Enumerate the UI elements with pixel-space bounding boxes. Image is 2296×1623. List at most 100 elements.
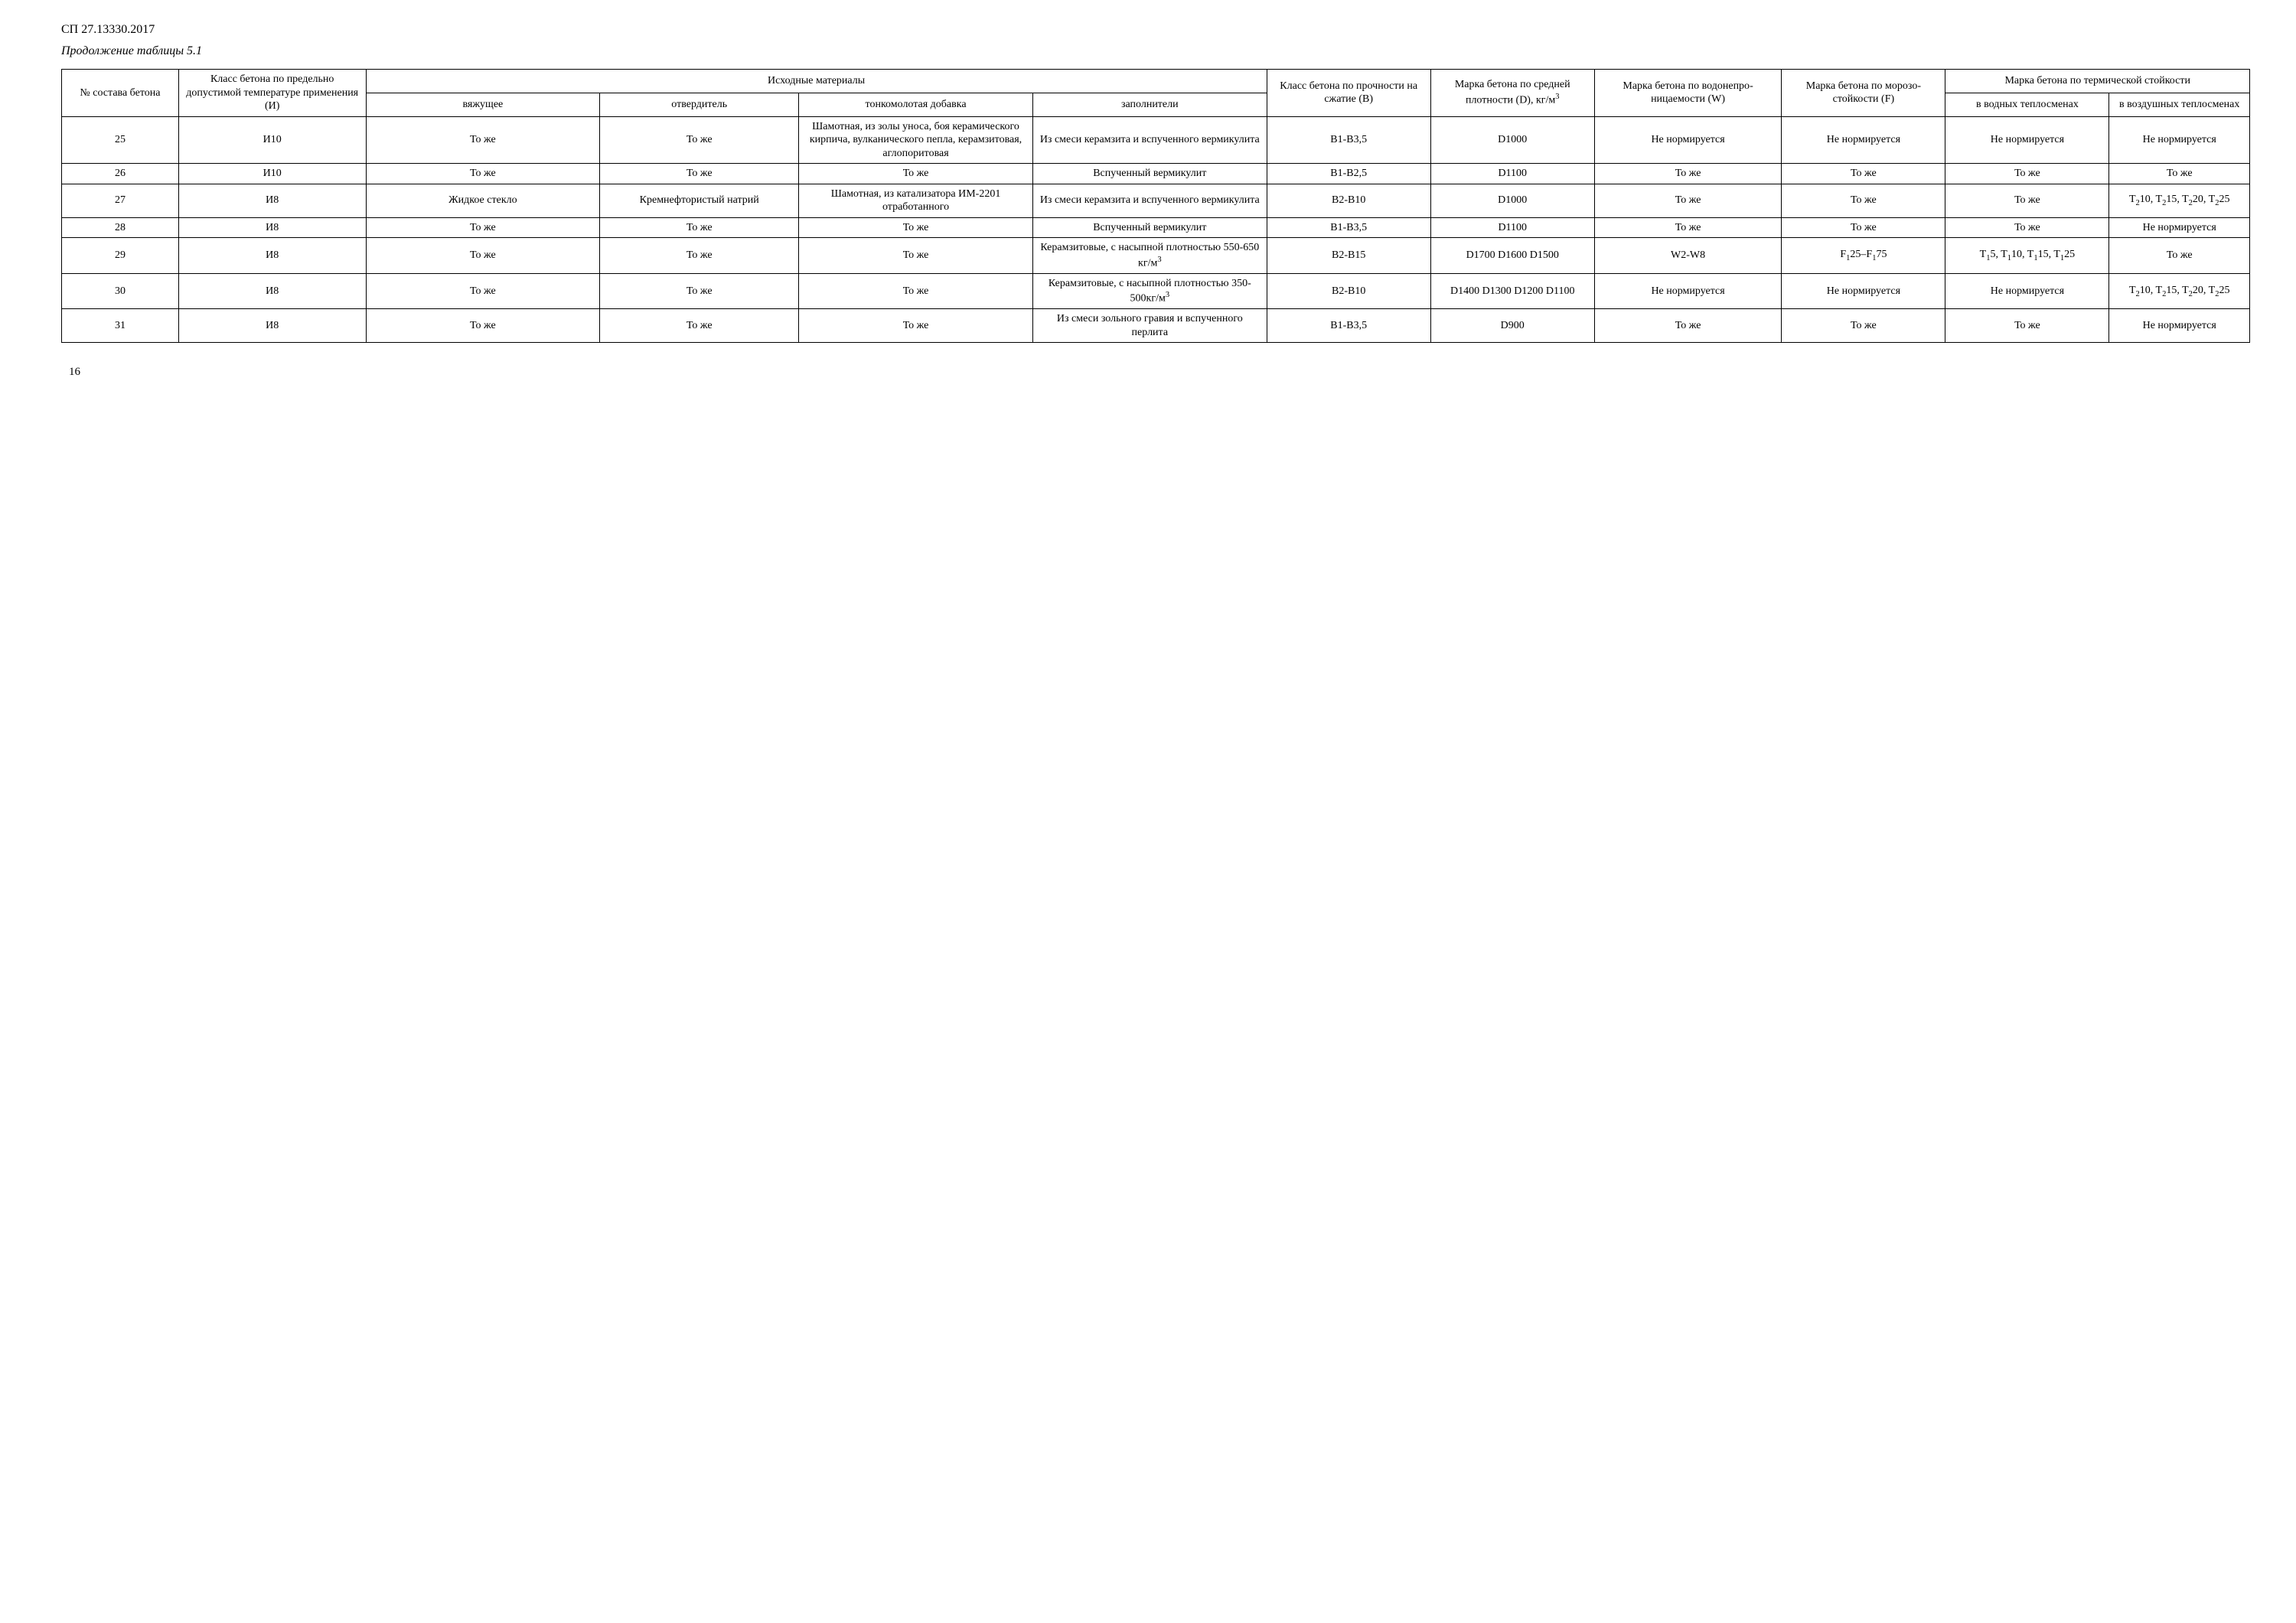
table-cell: Вспученный вермикулит: [1032, 217, 1267, 238]
table-cell: То же: [799, 238, 1033, 274]
table-cell: То же: [600, 116, 799, 164]
table-cell: В2-В10: [1267, 273, 1430, 309]
table-cell: То же: [2109, 238, 2250, 274]
table-cell: И8: [178, 184, 366, 217]
table-cell: В2-В10: [1267, 184, 1430, 217]
table-cell: Керамзитовые, с насыпной плотностью 550-…: [1032, 238, 1267, 274]
table-cell: И8: [178, 217, 366, 238]
table-cell: И10: [178, 164, 366, 184]
table-cell: То же: [1594, 217, 1782, 238]
table-row: 29И8То жеТо жеТо жеКерамзитовые, с насып…: [62, 238, 2250, 274]
table-cell: Не норми­руется: [1782, 116, 1945, 164]
table-cell: Кремнефтори­стый натрий: [600, 184, 799, 217]
table-cell: D1100: [1430, 164, 1594, 184]
table-cell: Не норми­руется: [1594, 116, 1782, 164]
table-cell: D1000: [1430, 116, 1594, 164]
table-cell: 25: [62, 116, 179, 164]
table-cell: Керамзитовые, с насыпной плотностью 350-…: [1032, 273, 1267, 309]
table-cell: То же: [600, 217, 799, 238]
table-cell: То же: [600, 273, 799, 309]
header-additive: тонкомолотая добавка: [799, 93, 1033, 116]
header-composition-no: № состава бетона: [62, 70, 179, 117]
header-binder: вяжущее: [366, 93, 600, 116]
table-cell: То же: [366, 217, 600, 238]
table-cell: D1700 D1600 D1500: [1430, 238, 1594, 274]
table-cell: Из смеси керамзита и вспученного вермику…: [1032, 116, 1267, 164]
table-cell: F125–F175: [1782, 238, 1945, 274]
table-cell: W2-W8: [1594, 238, 1782, 274]
table-cell: То же: [1782, 309, 1945, 343]
table-cell: 31: [62, 309, 179, 343]
table-cell: То же: [1945, 184, 2109, 217]
table-cell: Не норми­руется: [2109, 116, 2250, 164]
table-cell: D1100: [1430, 217, 1594, 238]
table-cell: 30: [62, 273, 179, 309]
table-cell: То же: [1782, 217, 1945, 238]
table-cell: То же: [366, 238, 600, 274]
table-cell: Не норми­руется: [1594, 273, 1782, 309]
header-materials-group: Исходные материалы: [366, 70, 1267, 93]
table-cell: T15, T110, T115, T125: [1945, 238, 2109, 274]
table-cell: То же: [1782, 164, 1945, 184]
table-cell: То же: [366, 116, 600, 164]
table-title: Продолжение таблицы 5.1: [61, 44, 2250, 58]
document-code: СП 27.13330.2017: [61, 23, 2250, 37]
table-cell: T210, T215, T220, T225: [2109, 184, 2250, 217]
header-density: Марка бетона по средней плотности (D), к…: [1430, 70, 1594, 117]
table-cell: То же: [1945, 309, 2109, 343]
table-cell: Не норми­руется: [1945, 116, 2109, 164]
table-cell: То же: [366, 309, 600, 343]
table-cell: То же: [799, 217, 1033, 238]
table-cell: 26: [62, 164, 179, 184]
table-cell: D1000: [1430, 184, 1594, 217]
table-cell: D900: [1430, 309, 1594, 343]
table-cell: 29: [62, 238, 179, 274]
table-cell: И8: [178, 273, 366, 309]
table-cell: Шамотная, из золы уноса, боя керамическо…: [799, 116, 1033, 164]
table-cell: То же: [799, 309, 1033, 343]
table-cell: То же: [799, 164, 1033, 184]
table-cell: Жидкое стекло: [366, 184, 600, 217]
table-cell: В2-В15: [1267, 238, 1430, 274]
header-class-i: Класс бетона по предельно допустимой тем…: [178, 70, 366, 117]
header-w: Марка бетона по водонепро­ницаемости (W): [1594, 70, 1782, 117]
table-cell: Не норми­руется: [2109, 309, 2250, 343]
table-cell: 27: [62, 184, 179, 217]
table-cell: То же: [600, 164, 799, 184]
table-cell: И8: [178, 238, 366, 274]
header-f: Марка бетона по морозо­стойкости (F): [1782, 70, 1945, 117]
header-fillers: заполнители: [1032, 93, 1267, 116]
table-cell: Не норми­руется: [1945, 273, 2109, 309]
table-cell: В1-В2,5: [1267, 164, 1430, 184]
table-cell: То же: [799, 273, 1033, 309]
data-table: № состава бетона Класс бетона по предель…: [61, 69, 2250, 343]
table-cell: То же: [1594, 164, 1782, 184]
table-cell: В1-В3,5: [1267, 217, 1430, 238]
table-cell: То же: [1594, 309, 1782, 343]
table-cell: То же: [600, 309, 799, 343]
table-cell: D1400 D1300 D1200 D1100: [1430, 273, 1594, 309]
header-thermal-water: в водных тепло­сменах: [1945, 93, 2109, 116]
table-cell: 28: [62, 217, 179, 238]
table-row: 31И8То жеТо жеТо жеИз смеси зольного гра…: [62, 309, 2250, 343]
table-cell: То же: [1594, 184, 1782, 217]
table-cell: То же: [366, 164, 600, 184]
header-hardener: отвердитель: [600, 93, 799, 116]
table-cell: В1-В3,5: [1267, 309, 1430, 343]
table-cell: То же: [2109, 164, 2250, 184]
table-cell: То же: [1782, 184, 1945, 217]
table-cell: T210, T215, T220, T225: [2109, 273, 2250, 309]
table-cell: Не норми­руется: [1782, 273, 1945, 309]
table-cell: Из смеси керамзита и вспученного вермику…: [1032, 184, 1267, 217]
table-row: 26И10То жеТо жеТо жеВспученный вермикули…: [62, 164, 2250, 184]
table-cell: То же: [366, 273, 600, 309]
table-cell: И10: [178, 116, 366, 164]
table-row: 25И10То жеТо жеШамотная, из золы уноса, …: [62, 116, 2250, 164]
table-cell: Не норми­руется: [2109, 217, 2250, 238]
table-cell: И8: [178, 309, 366, 343]
table-row: 28И8То жеТо жеТо жеВспученный вермикулит…: [62, 217, 2250, 238]
table-row: 30И8То жеТо жеТо жеКерамзитовые, с насып…: [62, 273, 2250, 309]
table-cell: Вспученный вермикулит: [1032, 164, 1267, 184]
header-class-b: Класс бетона по прочности на сжатие (В): [1267, 70, 1430, 117]
page-number: 16: [61, 366, 2250, 379]
